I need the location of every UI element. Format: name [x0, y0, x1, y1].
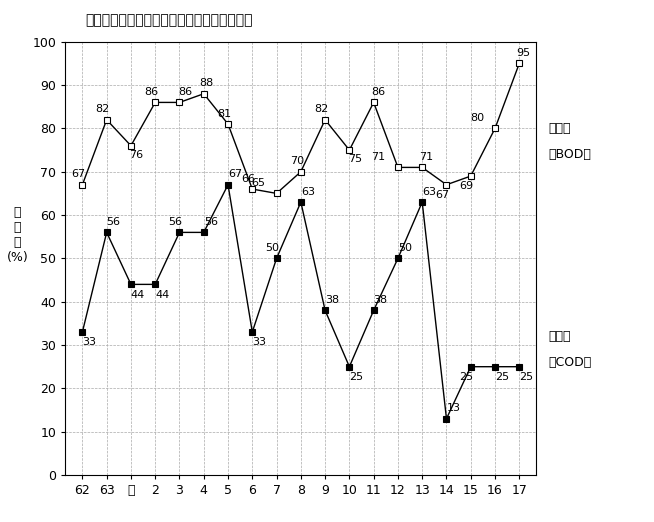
Text: 71: 71	[419, 152, 434, 162]
Text: （COD）: （COD）	[549, 356, 592, 369]
Text: 67: 67	[436, 190, 449, 200]
Text: 70: 70	[290, 156, 303, 166]
Text: 達
成
率
(%): 達 成 率 (%)	[7, 206, 28, 264]
Text: 63: 63	[422, 186, 436, 196]
Text: 56: 56	[203, 217, 218, 227]
Text: 66: 66	[241, 173, 255, 184]
Text: 33: 33	[252, 337, 266, 347]
Text: 95: 95	[517, 48, 530, 58]
Text: 86: 86	[144, 87, 158, 97]
Text: 67: 67	[228, 169, 242, 179]
Text: 13: 13	[447, 403, 460, 413]
Text: 25: 25	[495, 372, 509, 382]
Text: 82: 82	[95, 104, 110, 114]
Text: 25: 25	[460, 372, 473, 382]
Text: 82: 82	[314, 104, 328, 114]
Text: 25: 25	[349, 372, 364, 382]
Text: 50: 50	[398, 243, 412, 253]
Text: 河　川: 河 川	[549, 122, 571, 135]
Text: 80: 80	[470, 113, 484, 123]
Text: 88: 88	[199, 78, 214, 88]
Text: 71: 71	[371, 152, 386, 162]
Text: 56: 56	[107, 217, 120, 227]
Text: 海　域: 海 域	[549, 330, 571, 343]
Text: 75: 75	[348, 154, 362, 164]
Text: 25: 25	[519, 372, 533, 382]
Text: 67: 67	[71, 169, 85, 179]
Text: 44: 44	[131, 290, 145, 300]
Text: 38: 38	[373, 295, 388, 305]
Text: 81: 81	[216, 109, 231, 118]
Text: 86: 86	[178, 87, 192, 97]
Text: 33: 33	[82, 337, 96, 347]
Text: 資料３－９　　環境基準達成状況の経年変化: 資料３－９ 環境基準達成状況の経年変化	[85, 13, 252, 27]
Text: 76: 76	[129, 150, 143, 160]
Text: 86: 86	[371, 87, 385, 97]
Text: 65: 65	[252, 178, 266, 188]
Text: 50: 50	[266, 243, 279, 253]
Text: 44: 44	[155, 290, 169, 300]
Text: 38: 38	[325, 295, 339, 305]
Text: 69: 69	[460, 181, 473, 192]
Text: （BOD）: （BOD）	[549, 148, 591, 161]
Text: 56: 56	[168, 217, 182, 227]
Text: 63: 63	[301, 186, 315, 196]
